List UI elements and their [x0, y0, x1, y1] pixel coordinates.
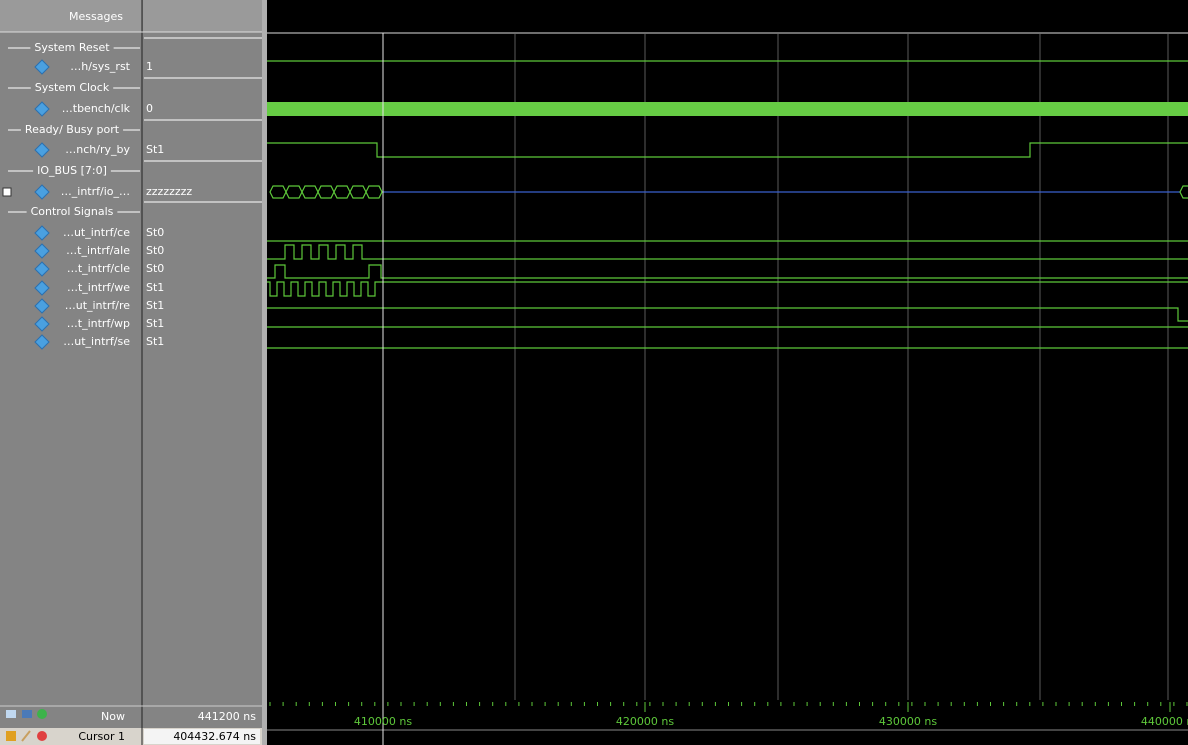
signal-value: St1 — [146, 299, 164, 312]
add-icon[interactable] — [37, 709, 47, 719]
signal-value: St1 — [146, 281, 164, 294]
edit-icon[interactable] — [21, 730, 31, 742]
signal-icon[interactable] — [34, 316, 50, 332]
group-divider: System Reset — [34, 41, 110, 54]
splitter[interactable] — [262, 0, 267, 745]
clock-wave — [267, 102, 1188, 116]
time-label: 410000 ns — [354, 715, 412, 728]
header-cell — [143, 0, 262, 32]
signal-name[interactable]: …ut_intrf/se — [63, 335, 130, 348]
icon[interactable] — [6, 710, 16, 718]
signal-panel — [0, 0, 266, 745]
signal-name[interactable]: …_intrf/io_… — [61, 185, 130, 198]
bus-wave — [269, 185, 1188, 199]
signal-name[interactable]: …tbench/clk — [62, 102, 131, 115]
signal-value: St0 — [146, 244, 164, 257]
wave — [267, 264, 1188, 279]
signal-name[interactable]: …t_intrf/cle — [67, 262, 130, 275]
signal-icon[interactable] — [34, 101, 50, 117]
signal-name[interactable]: …nch/ry_by — [65, 143, 130, 156]
remove-icon[interactable] — [37, 731, 47, 741]
signal-icon[interactable] — [34, 243, 50, 259]
time-label: 440000 ns — [1141, 715, 1188, 728]
signal-icon[interactable] — [34, 334, 50, 350]
time-label: 430000 ns — [879, 715, 937, 728]
signal-value: zzzzzzzz — [146, 185, 192, 198]
wave — [267, 142, 1188, 158]
now-value: 441200 ns — [198, 710, 256, 723]
signal-icon[interactable] — [34, 184, 50, 200]
signal-value: 1 — [146, 60, 153, 73]
signal-icon[interactable] — [34, 225, 50, 241]
wave — [267, 281, 1188, 297]
signal-icon[interactable] — [34, 298, 50, 314]
wave — [267, 307, 1188, 322]
header-cell — [0, 0, 142, 32]
wave — [267, 244, 1188, 260]
now-label: Now — [101, 710, 125, 723]
signal-icon[interactable] — [34, 142, 50, 158]
signal-icon[interactable] — [34, 59, 50, 75]
signal-value: St1 — [146, 317, 164, 330]
signal-value: St0 — [146, 262, 164, 275]
group-divider: IO_BUS [7:0] — [37, 164, 107, 177]
signal-value: 0 — [146, 102, 153, 115]
signal-name[interactable]: …t_intrf/wp — [67, 317, 130, 330]
signal-value: St1 — [146, 143, 164, 156]
signal-icon[interactable] — [34, 280, 50, 296]
waveforms — [267, 60, 1188, 349]
group-divider: System Clock — [35, 81, 110, 94]
signal-name[interactable]: …ut_intrf/ce — [63, 226, 130, 239]
signal-icon[interactable] — [34, 261, 50, 277]
cursor-value: 404432.674 ns — [173, 730, 256, 743]
group-divider: Control Signals — [31, 205, 114, 218]
timeline — [267, 700, 1188, 730]
signal-name[interactable]: …t_intrf/we — [67, 281, 130, 294]
timeline-ticks — [269, 702, 1188, 712]
signal-name[interactable]: …t_intrf/ale — [66, 244, 130, 257]
lock-icon[interactable] — [6, 731, 16, 741]
signal-name[interactable]: …ut_intrf/re — [65, 299, 131, 312]
icon[interactable] — [22, 710, 32, 718]
signal-value: St1 — [146, 335, 164, 348]
expand-button[interactable] — [2, 187, 12, 197]
header-title: Messages — [69, 10, 123, 23]
signal-rows: System Reset …h/sys_rst 1 System Clock …tben… — [2, 37, 262, 350]
cursor-value-box — [144, 729, 260, 744]
time-label: 420000 ns — [616, 715, 674, 728]
time-grid — [514, 34, 1169, 700]
cursor-label: Cursor 1 — [78, 730, 125, 743]
now-row — [0, 706, 262, 728]
signal-name[interactable]: …h/sys_rst — [70, 60, 130, 73]
signal-value: St0 — [146, 226, 164, 239]
group-divider: Ready/ Busy port — [25, 123, 120, 136]
